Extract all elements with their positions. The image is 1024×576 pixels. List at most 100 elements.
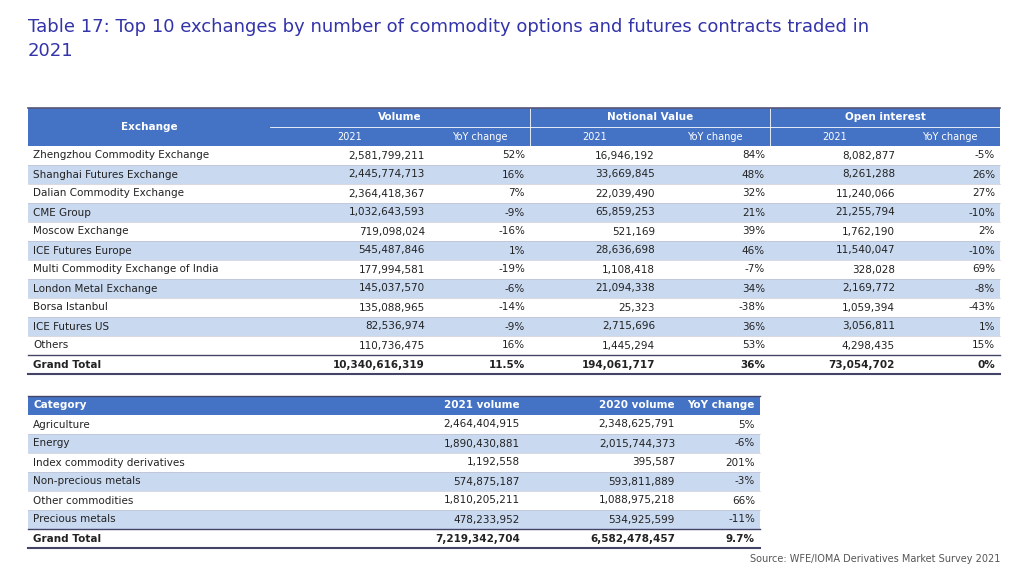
Bar	[28, 510, 760, 529]
Text: 8,261,288: 8,261,288	[842, 169, 895, 180]
Text: 194,061,717: 194,061,717	[582, 359, 655, 369]
Bar	[28, 279, 1000, 298]
Text: 82,536,974: 82,536,974	[366, 321, 425, 332]
Text: 2,348,625,791: 2,348,625,791	[599, 419, 675, 430]
Text: ICE Futures US: ICE Futures US	[33, 321, 110, 332]
Text: 53%: 53%	[741, 340, 765, 351]
Bar	[28, 108, 1000, 146]
Text: Multi Commodity Exchange of India: Multi Commodity Exchange of India	[33, 264, 218, 275]
Text: 2,015,744,373: 2,015,744,373	[599, 438, 675, 449]
Text: Energy: Energy	[33, 438, 70, 449]
Text: 2,464,404,915: 2,464,404,915	[443, 419, 520, 430]
Text: YoY change: YoY change	[687, 131, 742, 142]
Text: 2%: 2%	[979, 226, 995, 237]
Text: 21,094,338: 21,094,338	[595, 283, 655, 294]
Text: -6%: -6%	[505, 283, 525, 294]
Text: 574,875,187: 574,875,187	[454, 476, 520, 487]
Text: 478,233,952: 478,233,952	[454, 514, 520, 525]
Text: 10,340,616,319: 10,340,616,319	[333, 359, 425, 369]
Text: 2,364,418,367: 2,364,418,367	[348, 188, 425, 199]
Text: -14%: -14%	[498, 302, 525, 313]
Text: 521,169: 521,169	[612, 226, 655, 237]
Text: 27%: 27%	[972, 188, 995, 199]
Text: 1,059,394: 1,059,394	[842, 302, 895, 313]
Text: 7,219,342,704: 7,219,342,704	[435, 533, 520, 544]
Text: 1,088,975,218: 1,088,975,218	[599, 495, 675, 506]
Text: 15%: 15%	[972, 340, 995, 351]
Text: YoY change: YoY change	[453, 131, 508, 142]
Text: 1,108,418: 1,108,418	[602, 264, 655, 275]
Text: -43%: -43%	[968, 302, 995, 313]
Text: 33,669,845: 33,669,845	[595, 169, 655, 180]
Text: 2021: 2021	[338, 131, 362, 142]
Text: -16%: -16%	[498, 226, 525, 237]
Text: 395,587: 395,587	[632, 457, 675, 468]
Text: -9%: -9%	[505, 321, 525, 332]
Bar	[28, 222, 1000, 241]
Bar	[28, 491, 760, 510]
Text: Volume: Volume	[378, 112, 422, 123]
Text: 11.5%: 11.5%	[488, 359, 525, 369]
Text: YoY change: YoY change	[688, 400, 755, 411]
Text: Exchange: Exchange	[121, 122, 177, 132]
Text: 135,088,965: 135,088,965	[358, 302, 425, 313]
Text: 328,028: 328,028	[852, 264, 895, 275]
Text: 34%: 34%	[741, 283, 765, 294]
Text: 6,582,478,457: 6,582,478,457	[590, 533, 675, 544]
Bar	[28, 203, 1000, 222]
Text: -9%: -9%	[505, 207, 525, 218]
Text: 145,037,570: 145,037,570	[358, 283, 425, 294]
Text: 28,636,698: 28,636,698	[595, 245, 655, 256]
Bar	[28, 298, 1000, 317]
Bar	[28, 396, 760, 415]
Text: 9.7%: 9.7%	[726, 533, 755, 544]
Text: 545,487,846: 545,487,846	[358, 245, 425, 256]
Text: -19%: -19%	[498, 264, 525, 275]
Bar	[28, 165, 1000, 184]
Text: 16%: 16%	[502, 169, 525, 180]
Text: 36%: 36%	[741, 321, 765, 332]
Text: Open interest: Open interest	[845, 112, 926, 123]
Text: -7%: -7%	[744, 264, 765, 275]
Text: Moscow Exchange: Moscow Exchange	[33, 226, 128, 237]
Text: Others: Others	[33, 340, 69, 351]
Text: 32%: 32%	[741, 188, 765, 199]
Text: 2,715,696: 2,715,696	[602, 321, 655, 332]
Text: -8%: -8%	[975, 283, 995, 294]
Text: 5%: 5%	[738, 419, 755, 430]
Text: 1%: 1%	[509, 245, 525, 256]
Text: 1,032,643,593: 1,032,643,593	[349, 207, 425, 218]
Text: 2020 volume: 2020 volume	[599, 400, 675, 411]
Text: 2021: 2021	[583, 131, 607, 142]
Bar	[28, 317, 1000, 336]
Text: 21,255,794: 21,255,794	[836, 207, 895, 218]
Text: 39%: 39%	[741, 226, 765, 237]
Text: Index commodity derivatives: Index commodity derivatives	[33, 457, 184, 468]
Text: 593,811,889: 593,811,889	[608, 476, 675, 487]
Text: 177,994,581: 177,994,581	[358, 264, 425, 275]
Text: London Metal Exchange: London Metal Exchange	[33, 283, 158, 294]
Text: 2,169,772: 2,169,772	[842, 283, 895, 294]
Text: 3,056,811: 3,056,811	[842, 321, 895, 332]
Bar	[28, 529, 760, 548]
Bar	[28, 184, 1000, 203]
Text: Agriculture: Agriculture	[33, 419, 91, 430]
Text: 69%: 69%	[972, 264, 995, 275]
Text: 46%: 46%	[741, 245, 765, 256]
Text: 1,890,430,881: 1,890,430,881	[443, 438, 520, 449]
Text: 8,082,877: 8,082,877	[842, 150, 895, 161]
Text: 2021: 2021	[822, 131, 848, 142]
Text: 719,098,024: 719,098,024	[358, 226, 425, 237]
Text: -10%: -10%	[969, 207, 995, 218]
Text: 16,946,192: 16,946,192	[595, 150, 655, 161]
Text: Grand Total: Grand Total	[33, 359, 101, 369]
Bar	[28, 260, 1000, 279]
Text: 11,240,066: 11,240,066	[836, 188, 895, 199]
Text: Precious metals: Precious metals	[33, 514, 116, 525]
Bar	[28, 355, 1000, 374]
Bar	[28, 434, 760, 453]
Text: 66%: 66%	[732, 495, 755, 506]
Text: 7%: 7%	[509, 188, 525, 199]
Text: 16%: 16%	[502, 340, 525, 351]
Text: 21%: 21%	[741, 207, 765, 218]
